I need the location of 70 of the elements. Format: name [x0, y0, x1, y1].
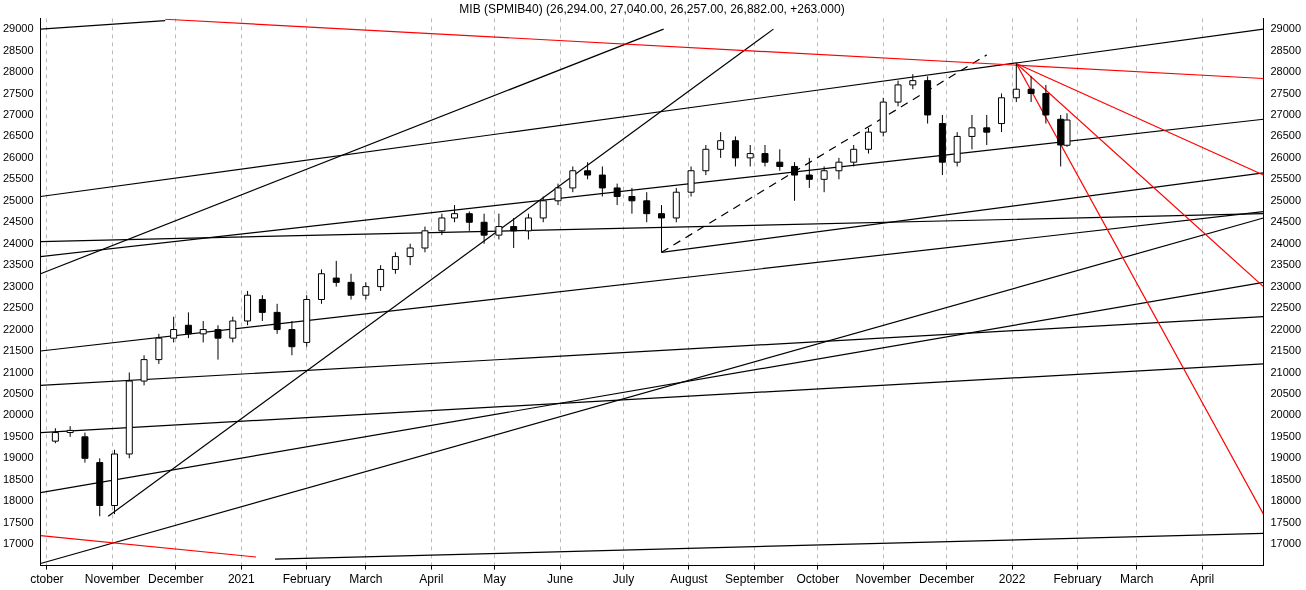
- y-tick-label: 23000: [2, 279, 34, 292]
- x-tick-label: November: [855, 572, 911, 587]
- y-tick-label: 24500: [2, 215, 34, 228]
- y2-tick-label: 23000: [1270, 279, 1302, 292]
- x-tick-label: February: [1053, 572, 1102, 587]
- x-tick-label: October: [796, 572, 840, 587]
- y-tick-label: 20500: [2, 386, 34, 399]
- y2-tick-label: 26000: [1270, 150, 1302, 163]
- y2-tick-label: 27000: [1270, 108, 1302, 120]
- y2-tick-label: 18500: [1270, 472, 1302, 485]
- y2-tick-label: 22500: [1270, 301, 1302, 314]
- y-tick-label: 24000: [2, 236, 34, 249]
- y-tick-label: 27000: [2, 108, 34, 120]
- y-tick-label: 19500: [2, 429, 34, 442]
- x-tick-label: 2021: [227, 572, 255, 587]
- x-tick-label: March: [349, 572, 383, 587]
- x-tick-label: May: [483, 572, 506, 587]
- y-tick-label: 26500: [2, 129, 34, 142]
- y2-tick-label: 25000: [1270, 193, 1302, 206]
- y2-tick-label: 21500: [1270, 344, 1302, 357]
- y-tick-label: 18500: [2, 472, 34, 485]
- y-tick-label: 22000: [2, 322, 34, 335]
- y-tick-label: 27500: [2, 86, 34, 99]
- x-tick-label: February: [282, 572, 331, 587]
- x-tick-label: December: [148, 572, 204, 587]
- y-tick-label: 21000: [2, 365, 34, 378]
- x-tick-label: April: [419, 572, 444, 587]
- y-tick-label: 23500: [2, 258, 34, 271]
- y-tick-label: 20000: [2, 408, 34, 421]
- y2-tick-label: 28000: [1270, 65, 1302, 78]
- y2-tick-label: 29000: [1270, 22, 1302, 35]
- x-tick-label: June: [547, 572, 574, 587]
- y-tick-label: 21500: [2, 344, 34, 357]
- y2-tick-label: 27500: [1270, 86, 1302, 99]
- y2-tick-label: 20000: [1270, 408, 1302, 421]
- y2-tick-label: 24500: [1270, 215, 1302, 228]
- y2-tick-label: 21000: [1270, 365, 1302, 378]
- y2-tick-label: 28500: [1270, 43, 1302, 56]
- x-tick-label: April: [1190, 572, 1215, 587]
- x-tick-label: ctober: [30, 572, 64, 587]
- x-tick-label: March: [1120, 572, 1154, 587]
- y-tick-label: 18000: [2, 494, 34, 507]
- x-tick-label: November: [84, 572, 141, 587]
- y2-tick-label: 26500: [1270, 129, 1302, 142]
- y2-tick-label: 19500: [1270, 429, 1302, 442]
- y-tick-label: 28500: [2, 43, 34, 56]
- y-tick-label: 25500: [2, 172, 34, 185]
- y-tick-label: 17000: [2, 537, 34, 550]
- y2-tick-label: 25500: [1270, 172, 1302, 185]
- x-tick-label: September: [725, 572, 784, 587]
- y2-tick-label: 19000: [1270, 451, 1302, 464]
- y-tick-label: 19000: [2, 451, 34, 464]
- y-tick-label: 29000: [2, 22, 34, 35]
- y2-tick-label: 18000: [1270, 494, 1302, 507]
- y-tick-label: 22500: [2, 301, 34, 314]
- y2-tick-label: 20500: [1270, 386, 1302, 399]
- y-tick-label: 17500: [2, 515, 34, 528]
- x-tick-label: 2022: [998, 572, 1026, 587]
- y2-tick-label: 23500: [1270, 258, 1302, 271]
- y2-tick-label: 17500: [1270, 515, 1302, 528]
- x-tick-label: December: [918, 572, 975, 587]
- y-tick-label: 25000: [2, 193, 34, 206]
- y-tick-label: 28000: [2, 65, 34, 78]
- y2-tick-label: 17000: [1270, 537, 1302, 550]
- y2-tick-label: 24000: [1270, 236, 1302, 249]
- chart-title: MIB (SPMIB40) (26,294.00, 27,040.00, 26,257.00, 26,882.00, +263.000): [459, 1, 845, 16]
- y2-tick-label: 22000: [1270, 322, 1302, 335]
- y-tick-label: 26000: [2, 150, 34, 163]
- x-tick-label: August: [670, 572, 709, 587]
- x-tick-label: July: [612, 572, 635, 587]
